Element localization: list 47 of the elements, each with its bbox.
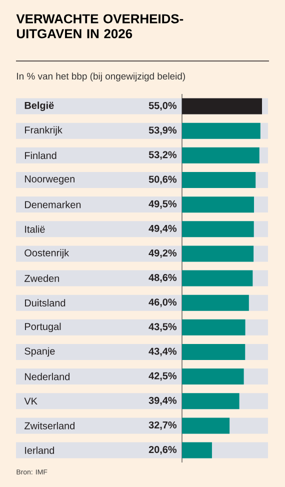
bar — [182, 196, 254, 213]
data-label: 20,6% — [148, 446, 177, 455]
data-label: 48,6% — [148, 274, 177, 283]
y-tick-label: Spanje — [24, 347, 55, 357]
bar — [182, 368, 244, 385]
data-label: 43,5% — [148, 323, 177, 332]
data-label: 49,4% — [148, 224, 177, 234]
y-tick-label: Italië — [25, 225, 45, 233]
data-label: 42,5% — [148, 372, 177, 381]
bar — [182, 246, 254, 262]
data-label: 39,4% — [148, 396, 177, 406]
y-tick-label: Denemarken — [25, 200, 81, 208]
data-label: 32,7% — [148, 421, 177, 430]
bar — [182, 442, 212, 458]
y-tick-label: Zwitserland — [24, 422, 74, 430]
bar — [182, 221, 254, 238]
data-label: 55,0% — [148, 102, 177, 111]
data-label: 50,6% — [148, 176, 177, 184]
bar — [182, 418, 230, 434]
y-tick-label: Nederland — [25, 372, 70, 380]
y-tick-label: Frankrijk — [25, 126, 62, 136]
bar — [182, 147, 260, 164]
bar — [182, 319, 246, 336]
text: In % van het bbp (bij ongewijzigd beleid) — [17, 72, 185, 82]
y-tick-label: Noorwegen — [25, 176, 74, 184]
data-label: 49,2% — [148, 249, 177, 258]
data-label: 49,5% — [148, 200, 177, 209]
y-tick-label: Portugal — [25, 322, 61, 332]
bar — [182, 344, 246, 360]
y-tick-label: Oostenrijk — [24, 249, 70, 258]
y-tick-label: Zweden — [24, 274, 59, 282]
y-tick-label: België — [24, 102, 54, 111]
bar — [182, 98, 262, 114]
bar — [182, 294, 249, 311]
y-tick-label: Ierland — [25, 446, 54, 454]
chart-title: VERWACHTE OVERHEIDS-UITGAVEN IN 2026 — [16, 14, 184, 38]
bar — [182, 122, 260, 139]
y-tick-label: Finland — [25, 152, 56, 160]
bar — [182, 393, 240, 410]
bar — [182, 172, 256, 188]
data-label: 43,4% — [148, 348, 177, 356]
bar — [182, 270, 253, 286]
data-label: 46,0% — [148, 298, 177, 308]
y-tick-label: VK — [24, 398, 38, 405]
data-label: 53,9% — [148, 126, 177, 136]
data-label: 53,2% — [148, 151, 177, 160]
y-tick-label: Duitsland — [25, 299, 66, 306]
